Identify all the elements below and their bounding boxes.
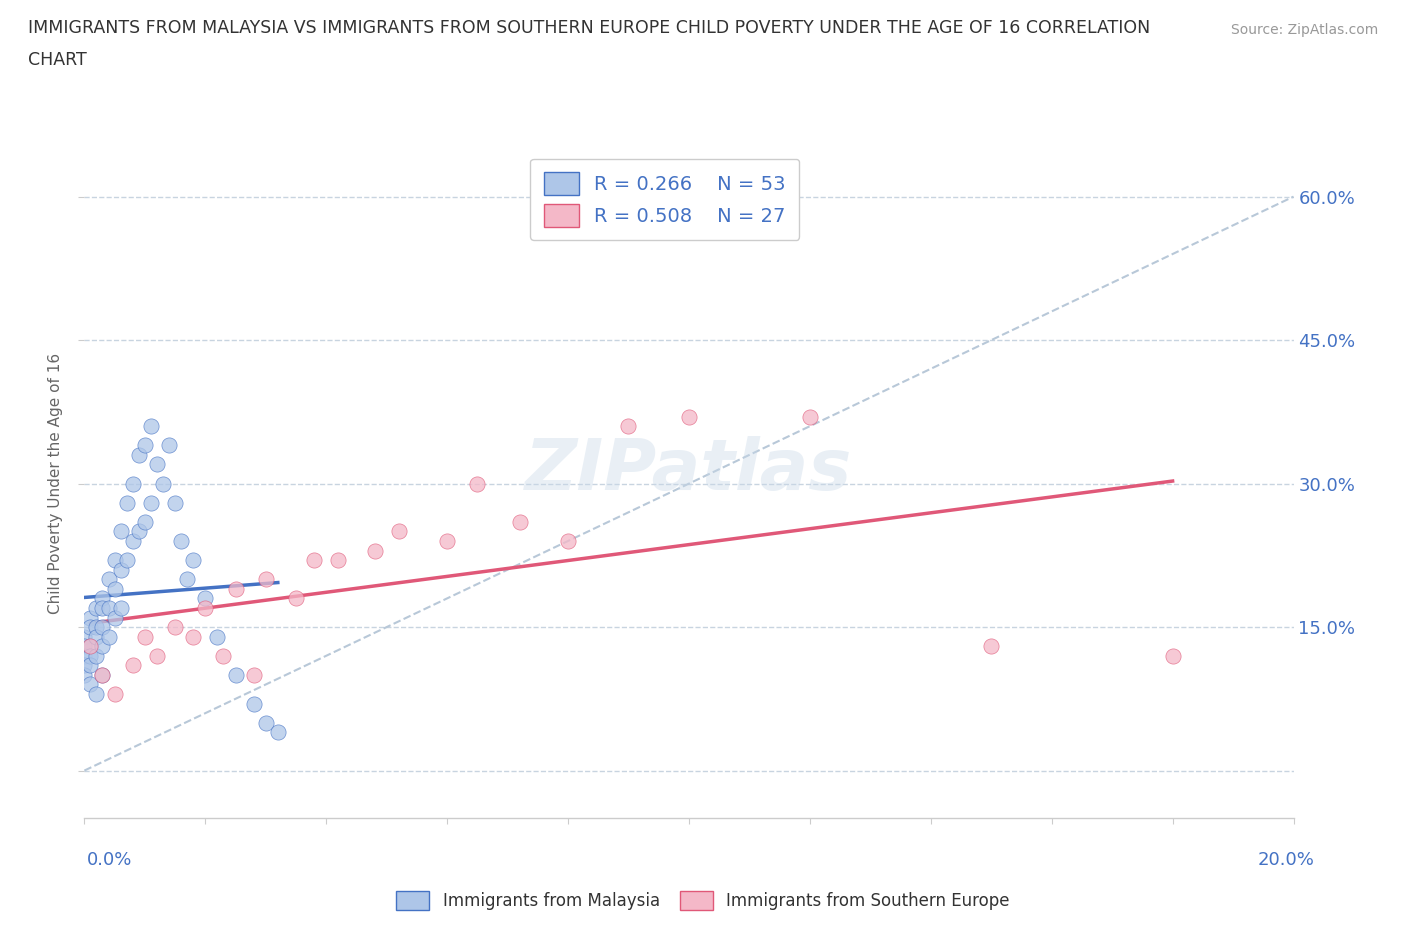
Point [139,418,162,433]
Point [181,552,204,567]
Point [121,476,143,491]
Point [134,514,156,529]
Y-axis label: Child Poverty Under the Age of 16: Child Poverty Under the Age of 16 [48,353,63,614]
Point [73,658,96,672]
Point [104,581,127,596]
Point [91,601,114,616]
Point [73,648,96,663]
Point [97,601,120,616]
Point [1161,648,1184,663]
Point [121,658,143,672]
Point [225,581,247,596]
Point [617,418,640,433]
Point [91,619,114,634]
Point [212,648,235,663]
Point [302,552,325,567]
Point [121,534,143,549]
Point [115,552,138,567]
Point [97,572,120,587]
Point [86,619,108,634]
Legend: Immigrants from Malaysia, Immigrants from Southern Europe: Immigrants from Malaysia, Immigrants fro… [389,884,1017,917]
Point [73,639,96,654]
Point [557,534,579,549]
Point [157,438,180,453]
Point [139,496,162,511]
Point [328,552,350,567]
Point [128,524,150,538]
Point [86,601,108,616]
Point [91,591,114,605]
Point [79,677,101,692]
Point [170,534,193,549]
Point [134,630,156,644]
Point [388,524,411,538]
Point [152,476,174,491]
Point [104,552,127,567]
Point [128,447,150,462]
Text: Source: ZipAtlas.com: Source: ZipAtlas.com [1230,23,1378,37]
Point [91,668,114,683]
Point [79,610,101,625]
Point [91,639,114,654]
Text: 20.0%: 20.0% [1258,851,1315,869]
Text: IMMIGRANTS FROM MALAYSIA VS IMMIGRANTS FROM SOUTHERN EUROPE CHILD POVERTY UNDER : IMMIGRANTS FROM MALAYSIA VS IMMIGRANTS F… [28,19,1150,36]
Point [254,572,277,587]
Point [467,476,489,491]
Point [79,639,101,654]
Point [509,514,531,529]
Point [146,648,169,663]
Point [254,715,277,730]
Point [176,572,198,587]
Text: 0.0%: 0.0% [87,851,132,869]
Point [110,601,132,616]
Point [678,409,700,424]
Legend: R = 0.266    N = 53, R = 0.508    N = 27: R = 0.266 N = 53, R = 0.508 N = 27 [530,158,800,240]
Point [86,648,108,663]
Point [194,601,217,616]
Point [104,610,127,625]
Point [86,630,108,644]
Point [86,686,108,701]
Point [165,496,187,511]
Point [181,630,204,644]
Point [79,658,101,672]
Point [73,668,96,683]
Point [110,563,132,578]
Point [242,697,264,711]
Point [110,524,132,538]
Point [207,630,229,644]
Point [97,630,120,644]
Point [285,591,308,605]
Point [980,639,1002,654]
Point [104,686,127,701]
Point [91,668,114,683]
Point [79,648,101,663]
Point [799,409,821,424]
Point [225,668,247,683]
Point [115,496,138,511]
Point [194,591,217,605]
Point [73,630,96,644]
Text: ZIPatlas: ZIPatlas [526,436,852,505]
Point [134,438,156,453]
Point [267,724,290,739]
Point [436,534,458,549]
Point [165,619,187,634]
Point [79,619,101,634]
Point [242,668,264,683]
Text: CHART: CHART [28,51,87,69]
Point [79,639,101,654]
Point [363,543,385,558]
Point [146,457,169,472]
